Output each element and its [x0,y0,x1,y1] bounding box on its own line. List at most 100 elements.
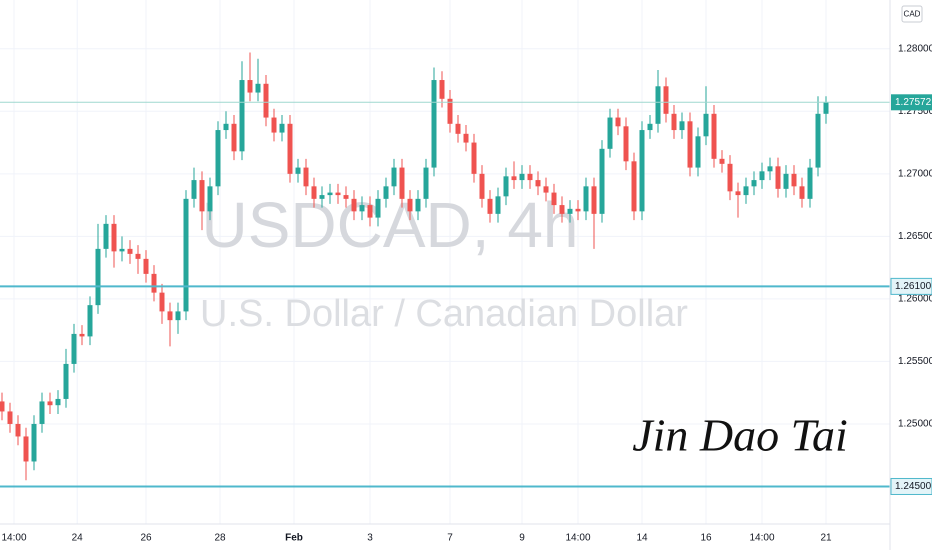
candle-body [471,142,477,174]
currency-box[interactable] [901,5,923,23]
price-label-box [890,477,932,495]
candle-body [71,333,77,364]
candle-body [519,173,525,181]
candle-body [7,411,13,424]
candle-body [695,136,701,168]
candle-body [487,198,493,214]
candle-body [327,192,333,196]
candle-body [759,171,765,181]
candle-body [559,205,565,214]
candle-body [407,198,413,212]
candle-body [671,113,677,131]
x-tick-label: Feb [285,533,303,544]
x-tick-label: 21 [820,533,832,544]
candle-body [511,176,517,181]
candle-body [823,102,829,114]
candle-body [383,186,389,199]
candle-body [151,273,157,293]
x-tick-label: 14:00 [565,533,590,544]
candle-body [543,186,549,193]
candle-body [727,163,733,192]
candle-body [23,436,29,462]
candle-body [735,191,741,196]
candle-body [135,253,141,259]
candle-body [495,196,501,214]
candle-body [31,423,37,462]
candle-body [799,186,805,199]
x-tick-label: 9 [519,533,525,544]
candle-body [687,121,693,168]
candle-body [423,167,429,199]
candle-body [631,161,637,212]
y-tick-label: 1.27500 [898,106,932,117]
candle-body [463,133,469,143]
candle-body [639,130,645,212]
candle-body [255,83,261,93]
candle-body [239,80,245,152]
candle-body [415,198,421,212]
candle-body [479,173,485,199]
candle-body [47,401,53,406]
candle-body [231,123,237,152]
watermark-title: USDCAD, 4h [202,189,579,261]
signature: Jin Dao Tai [632,410,848,461]
y-tick-label: 1.27000 [898,168,932,179]
candle-body [79,333,85,337]
candle-body [751,180,757,187]
candle-body [247,80,253,93]
candle-body [623,126,629,162]
candle-body [591,186,597,214]
x-tick-label: 7 [447,533,453,544]
candle-body [567,208,573,214]
candle-body [287,123,293,174]
x-tick-label: 14:00 [1,533,26,544]
candle-body [0,401,5,412]
candle-body [775,166,781,189]
candle-body [375,198,381,218]
current-price-label: 1.27572 [895,97,932,108]
candle-body [351,198,357,212]
candle-body [719,158,725,164]
y-tick-label: 1.26500 [898,231,932,242]
candle-body [575,208,581,212]
candle-body [295,167,301,174]
candle-body [527,173,533,181]
candle-body [743,186,749,196]
x-tick-label: 28 [214,533,226,544]
y-tick-label: 1.25500 [898,356,932,367]
x-tick-label: 14 [636,533,648,544]
candle-body [655,86,661,124]
candle-body [583,186,589,212]
candle-body [767,166,773,172]
current-price-box [891,94,932,111]
candle-body [207,186,213,212]
candle-body [319,195,325,199]
candle-body [551,192,557,206]
candle-body [791,173,797,187]
candle-body [143,258,149,274]
candle-body [271,117,277,133]
candle-body [647,123,653,131]
candle-body [63,363,69,399]
axes: 1.25000 1.25500 1.26000 1.26500 1.27000 1.275… [1,43,932,544]
y-tick-label: 1.25000 [898,419,932,430]
candle-body [263,83,269,118]
candle-body [679,121,685,131]
candle-body [127,248,133,254]
candle-body [431,80,437,168]
candle-body [343,195,349,199]
x-tick-label: 3 [367,533,373,544]
candle-body [175,311,181,321]
candle-body [535,180,541,187]
currency-label: CAD [904,10,921,19]
candle-body [807,167,813,199]
y-tick-label: 1.26000 [898,294,932,305]
candle-body [191,180,197,199]
candle-body [183,198,189,312]
candle-body [303,167,309,187]
candle-body [391,167,397,187]
x-tick-label: 16 [700,533,712,544]
candle-body [159,292,165,312]
candle-body [615,117,621,127]
